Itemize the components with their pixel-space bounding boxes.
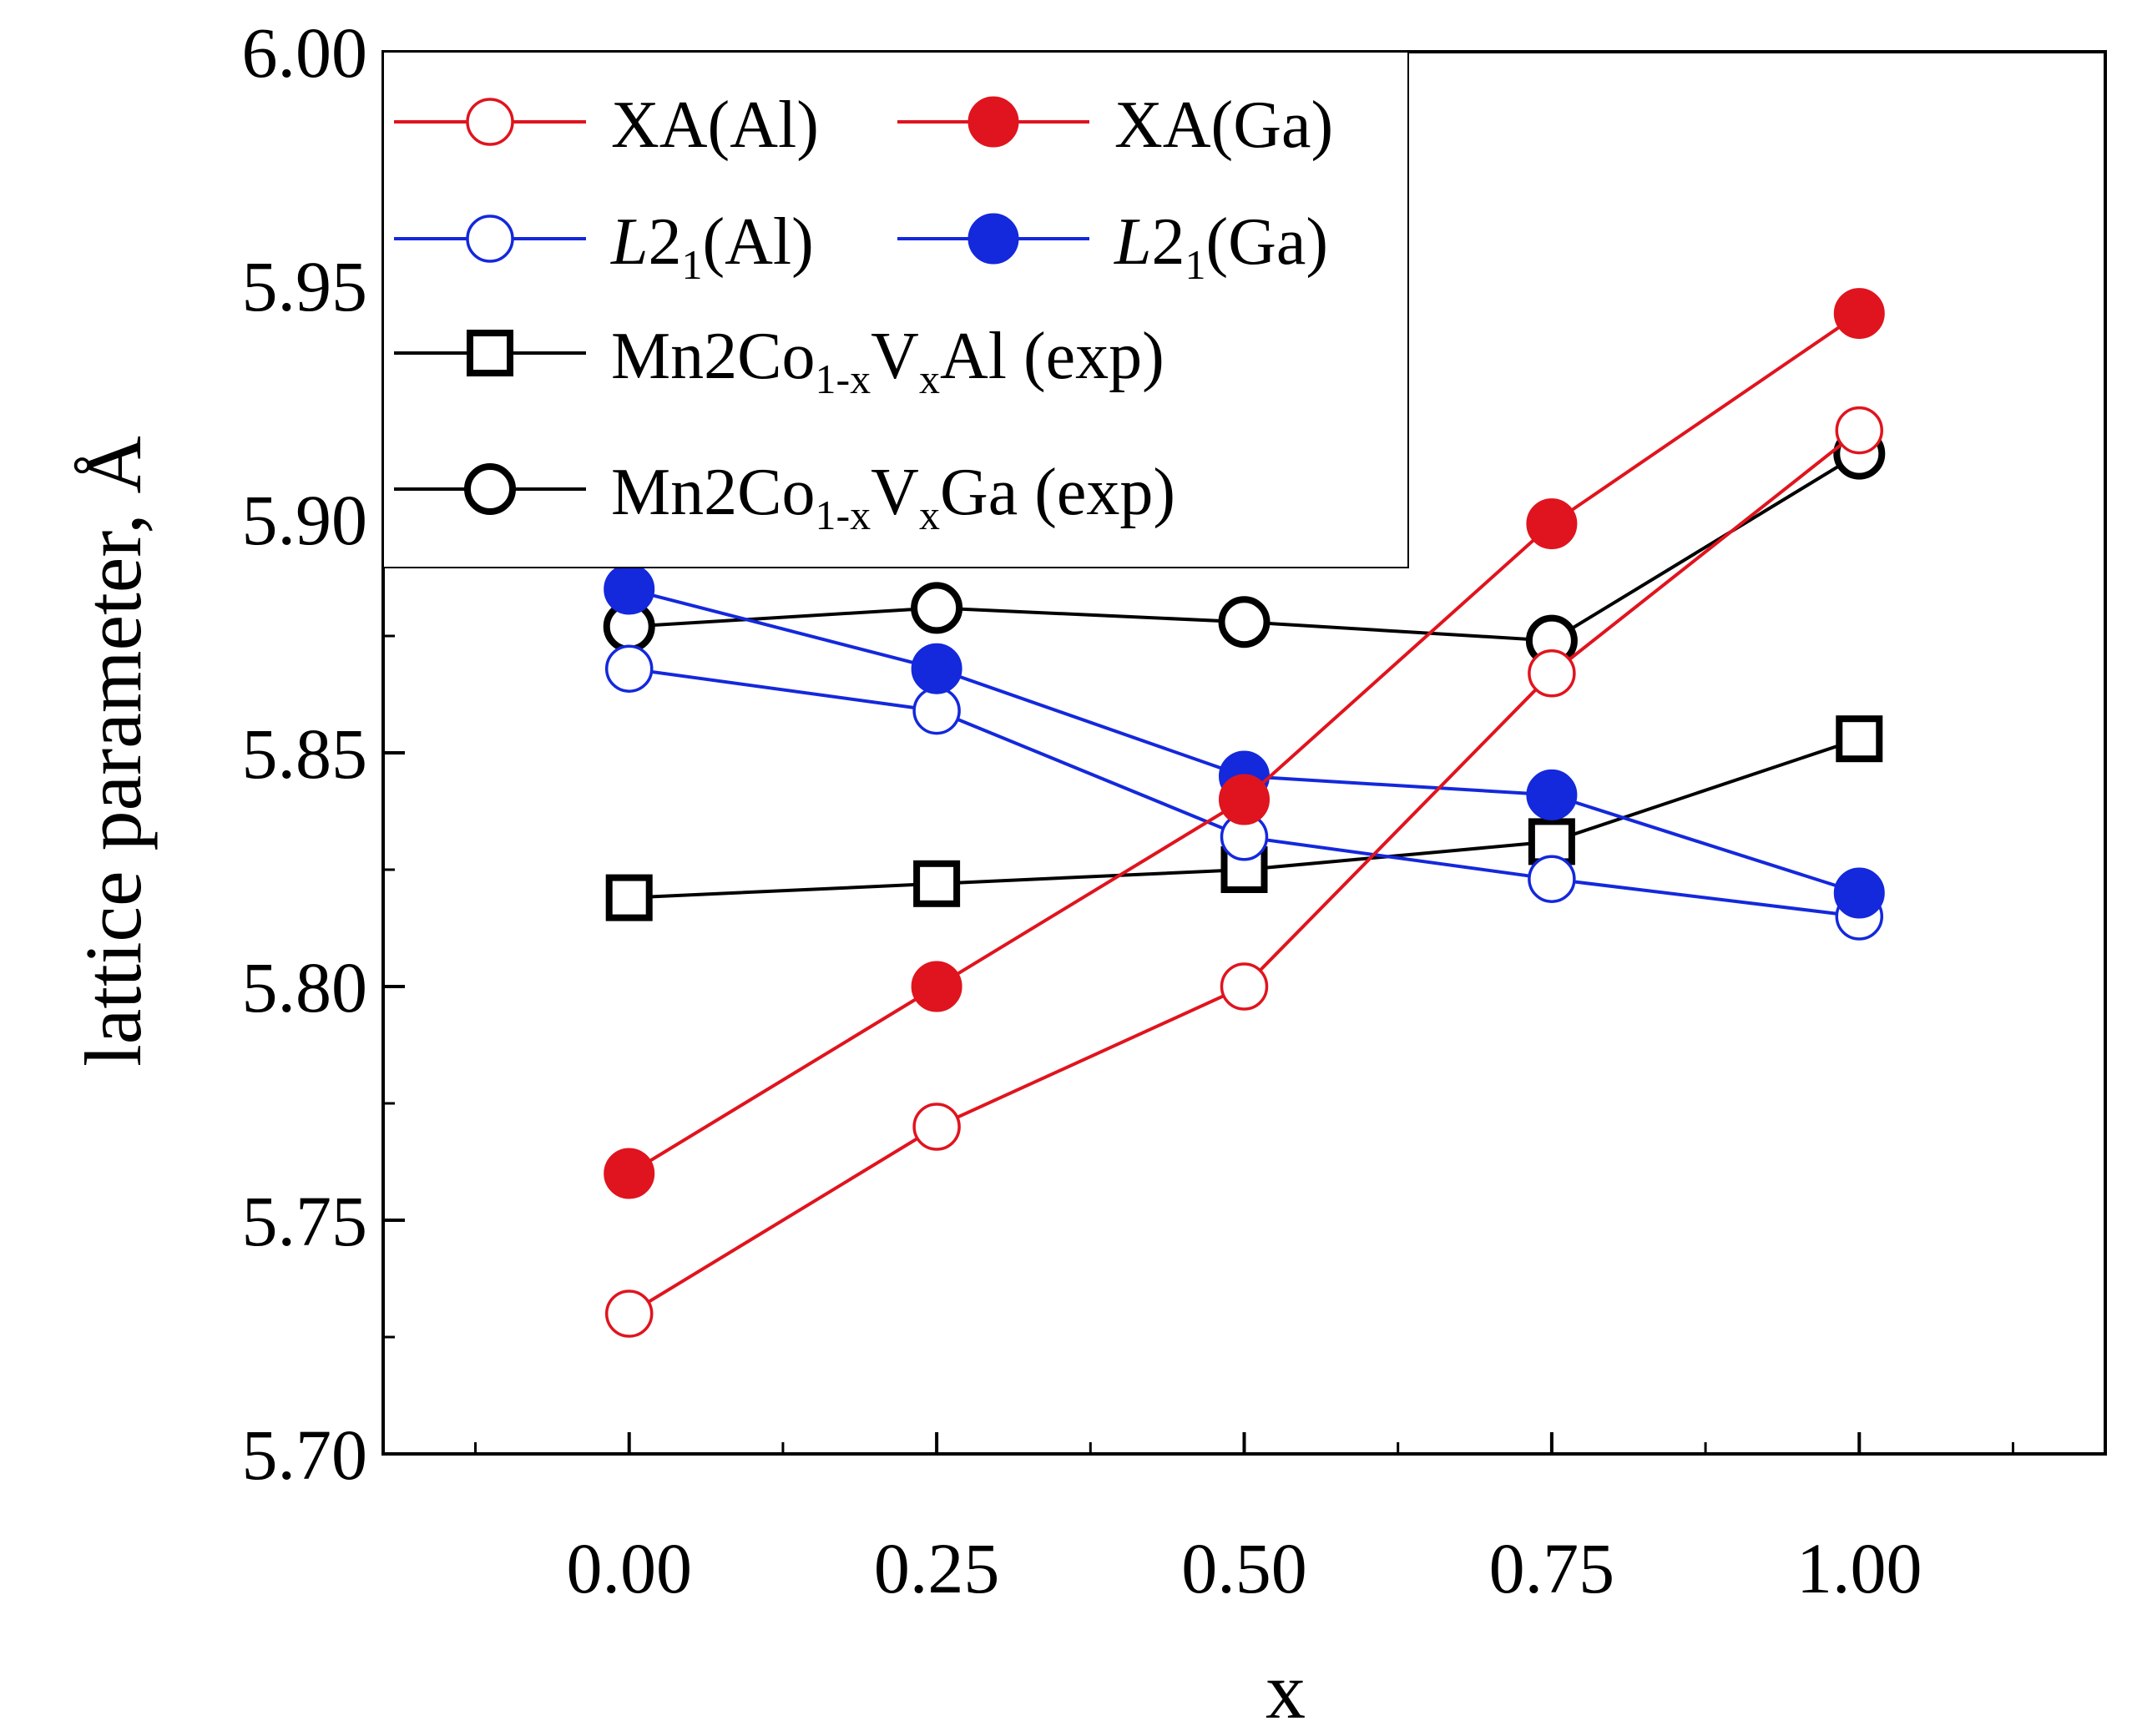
legend-label-xa-ga: XA(Ga) [1114, 88, 1333, 162]
y-tick-labels: 5.70 5.75 5.80 5.85 5.90 5.95 6.00 [242, 13, 368, 1495]
exp-al-sub1: 1-x [816, 356, 871, 402]
data-point [1835, 406, 1884, 455]
data-point [1526, 769, 1578, 820]
legend-label-exp-al: Mn2Co1-xVxAl (exp) [611, 320, 1164, 402]
legend-label-l21-ga: L21(Ga) [1114, 205, 1328, 288]
data-point [1833, 867, 1885, 919]
x-tick-labels: 0.00 0.25 0.50 0.75 1.00 [566, 1528, 1922, 1608]
l21-ga-italic: L [1114, 205, 1152, 279]
data-point [1528, 649, 1576, 698]
y-tick-label: 5.90 [242, 480, 368, 560]
l21-al-italic: L [610, 205, 649, 279]
y-tick-label: 5.95 [242, 246, 368, 326]
legend-label-l21-al: L21(Al) [610, 205, 814, 288]
series-layer [603, 288, 1886, 1338]
series-0 [604, 406, 1884, 1338]
exp-ga-sub2: x [919, 492, 940, 538]
l21-ga-tail: (Ga) [1206, 205, 1329, 279]
x-tick-label: 0.75 [1489, 1528, 1615, 1608]
x-axis-label: x [1266, 1646, 1306, 1735]
data-point [1526, 498, 1578, 550]
exp-al-sub2: x [919, 356, 940, 402]
data-point [1220, 962, 1269, 1011]
y-tick-label: 5.70 [242, 1415, 368, 1495]
exp-al-c: Al (exp) [940, 320, 1164, 393]
data-point [913, 860, 961, 907]
x-tick-label: 1.00 [1796, 1528, 1922, 1608]
x-tick-label: 0.00 [566, 1528, 692, 1608]
y-tick-label: 5.75 [242, 1181, 368, 1261]
l21-ga-sub: 1 [1185, 241, 1206, 288]
y-tick-label: 6.00 [242, 13, 368, 93]
legend-marker-l21-ga [967, 213, 1019, 265]
data-point [604, 644, 654, 693]
legend-marker-l21-al [466, 214, 514, 263]
legend-marker-xa-al [466, 98, 514, 146]
data-point [604, 1148, 655, 1199]
y-tick-label: 5.85 [242, 714, 368, 794]
exp-al-b: V [871, 320, 919, 393]
data-point [604, 1289, 654, 1338]
l21-ga-main: 2 [1152, 205, 1185, 279]
legend-marker-xa-ga [967, 96, 1019, 148]
data-point [912, 1103, 961, 1151]
l21-al-sub: 1 [682, 241, 703, 288]
y-tick-label: 5.80 [242, 947, 368, 1027]
data-point [1528, 855, 1576, 903]
legend: XA(Al) XA(Ga) L21(Al) L21(Ga) Mn2Co1-xVx… [382, 51, 1409, 568]
series-1 [604, 288, 1885, 1199]
data-point [911, 643, 962, 694]
data-point [911, 961, 962, 1012]
l21-al-tail: (Al) [703, 205, 814, 279]
legend-marker-exp-al [467, 330, 513, 376]
data-point [911, 582, 963, 634]
exp-ga-sub1: 1-x [816, 492, 871, 538]
data-point [1218, 596, 1271, 648]
x-tick-label: 0.50 [1181, 1528, 1307, 1608]
legend-label-exp-ga: Mn2Co1-xVxGa (exp) [611, 456, 1175, 538]
legend-marker-exp-ga [464, 463, 516, 515]
data-point [1836, 715, 1883, 763]
x-tick-label: 0.25 [874, 1528, 1000, 1608]
exp-ga-c: Ga (exp) [940, 456, 1175, 529]
data-point [1219, 774, 1270, 825]
legend-box [382, 51, 1409, 568]
data-point [912, 686, 961, 735]
l21-al-main: 2 [649, 205, 682, 279]
exp-ga-a: Mn2Co [611, 456, 816, 529]
data-point [605, 874, 653, 921]
data-point [604, 563, 655, 615]
exp-ga-b: V [871, 456, 919, 529]
legend-label-xa-al: XA(Al) [611, 88, 819, 162]
y-axis-label: lattice parameter, Å [68, 436, 158, 1067]
data-point [1833, 288, 1885, 340]
exp-al-a: Mn2Co [611, 320, 816, 393]
